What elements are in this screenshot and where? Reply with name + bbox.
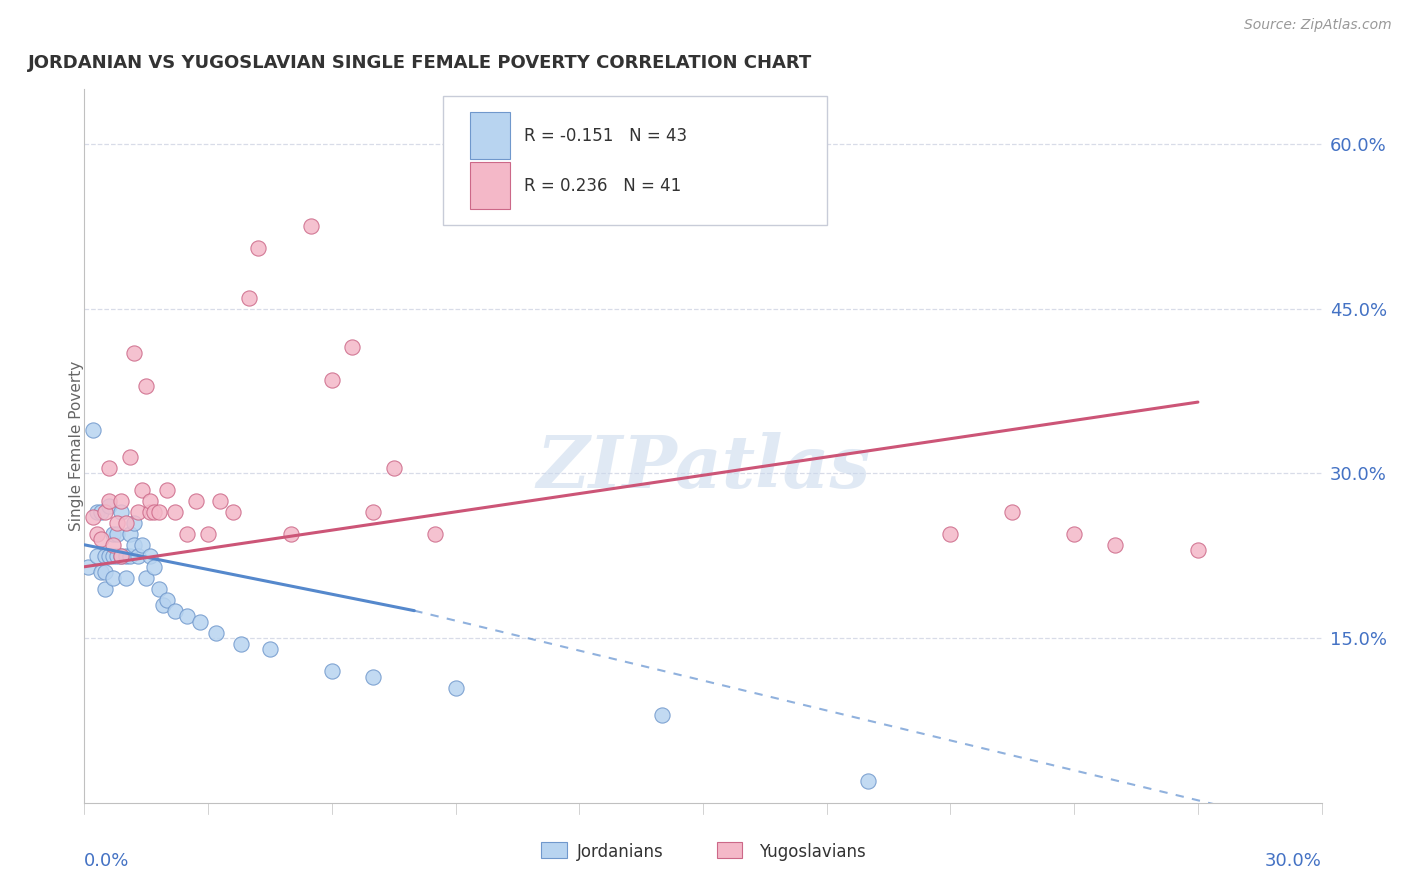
Point [94, 549, 117, 563]
Point [90, 505, 112, 519]
Point [94, 505, 117, 519]
Text: 30.0%: 30.0% [1265, 852, 1322, 871]
Text: Jordanians: Jordanians [576, 843, 664, 861]
Point [122, 538, 145, 552]
Point [90, 566, 112, 580]
Point [1001, 505, 1024, 519]
Point [299, 219, 322, 234]
Point [361, 505, 384, 519]
Point [110, 549, 132, 563]
Point [122, 345, 145, 359]
Point [86, 505, 108, 519]
Point [856, 773, 879, 788]
Point [135, 571, 157, 585]
Point [139, 549, 162, 563]
Point [156, 483, 179, 497]
Point [148, 505, 170, 519]
Point [165, 505, 187, 519]
Point [1063, 526, 1085, 541]
Point [103, 526, 125, 541]
Point [105, 526, 128, 541]
Point [110, 494, 132, 508]
Text: Source: ZipAtlas.com: Source: ZipAtlas.com [1244, 18, 1392, 32]
Point [127, 505, 149, 519]
Point [135, 378, 157, 392]
Point [1187, 543, 1209, 558]
Point [229, 637, 252, 651]
Point [90, 533, 112, 547]
Point [222, 505, 245, 519]
Point [105, 516, 128, 530]
Point [321, 664, 343, 678]
Point [651, 708, 673, 723]
Point [143, 505, 166, 519]
Point [444, 681, 467, 695]
Point [1104, 538, 1126, 552]
Y-axis label: Single Female Poverty: Single Female Poverty [69, 361, 83, 531]
Point [188, 615, 211, 629]
Point [103, 571, 125, 585]
Point [118, 549, 141, 563]
Point [98, 494, 121, 508]
Point [98, 549, 121, 563]
Point [118, 450, 141, 464]
FancyBboxPatch shape [471, 162, 510, 209]
Text: JORDANIAN VS YUGOSLAVIAN SINGLE FEMALE POVERTY CORRELATION CHART: JORDANIAN VS YUGOSLAVIAN SINGLE FEMALE P… [28, 54, 813, 71]
Point [321, 373, 343, 387]
Point [118, 526, 141, 541]
Point [77, 559, 100, 574]
Point [114, 516, 136, 530]
Point [139, 505, 162, 519]
Point [259, 642, 281, 657]
Point [82, 423, 104, 437]
Point [110, 549, 132, 563]
Point [114, 571, 136, 585]
Point [939, 526, 962, 541]
Point [156, 592, 179, 607]
Point [205, 625, 228, 640]
Point [103, 549, 125, 563]
Point [94, 566, 117, 580]
Point [342, 340, 364, 354]
Point [238, 291, 260, 305]
Point [105, 549, 128, 563]
Bar [541, 842, 567, 858]
Point [152, 598, 174, 612]
Point [98, 461, 121, 475]
Point [184, 494, 207, 508]
Point [361, 669, 384, 683]
Point [86, 526, 108, 541]
Point [122, 516, 145, 530]
Point [98, 500, 121, 514]
Point [209, 494, 232, 508]
Point [176, 609, 198, 624]
Point [82, 510, 104, 524]
Point [148, 582, 170, 596]
Point [103, 538, 125, 552]
Point [127, 549, 149, 563]
Point [131, 538, 153, 552]
Point [197, 526, 219, 541]
Point [114, 549, 136, 563]
Point [94, 582, 117, 596]
FancyBboxPatch shape [443, 96, 827, 225]
Point [86, 549, 108, 563]
FancyBboxPatch shape [471, 112, 510, 159]
Point [423, 526, 446, 541]
Point [246, 241, 269, 255]
Point [143, 559, 166, 574]
Point [139, 494, 162, 508]
Point [382, 461, 405, 475]
Text: 0.0%: 0.0% [84, 852, 129, 871]
Text: R = -0.151   N = 43: R = -0.151 N = 43 [523, 127, 686, 145]
Point [165, 604, 187, 618]
Point [131, 483, 153, 497]
Text: Yugoslavians: Yugoslavians [759, 843, 866, 861]
Bar [717, 842, 742, 858]
Point [176, 526, 198, 541]
Text: R = 0.236   N = 41: R = 0.236 N = 41 [523, 177, 681, 194]
Text: ZIPatlas: ZIPatlas [536, 432, 870, 503]
Point [280, 526, 302, 541]
Point [110, 505, 132, 519]
